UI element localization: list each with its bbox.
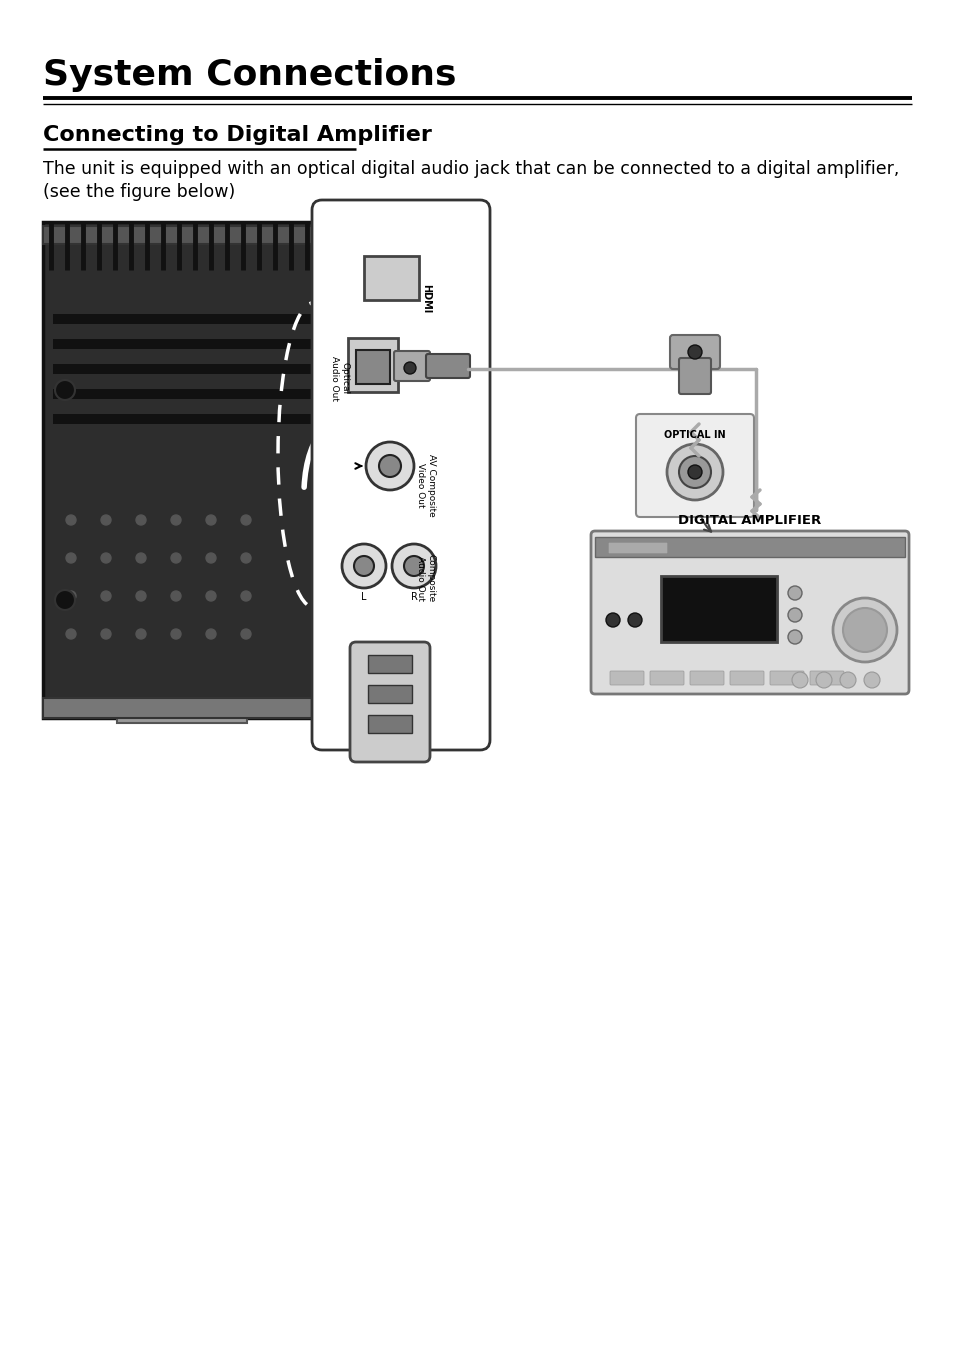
Text: Connecting to Digital Amplifier: Connecting to Digital Amplifier (43, 125, 432, 145)
FancyBboxPatch shape (368, 715, 412, 733)
Text: R: R (410, 591, 417, 602)
FancyBboxPatch shape (43, 698, 322, 718)
FancyBboxPatch shape (660, 577, 776, 643)
Circle shape (101, 515, 111, 525)
Circle shape (171, 554, 181, 563)
FancyBboxPatch shape (53, 389, 312, 399)
FancyArrowPatch shape (700, 516, 710, 532)
Circle shape (366, 442, 414, 490)
Circle shape (136, 515, 146, 525)
Circle shape (101, 629, 111, 638)
Circle shape (136, 591, 146, 601)
FancyBboxPatch shape (809, 671, 843, 686)
FancyBboxPatch shape (53, 414, 312, 424)
Circle shape (605, 613, 619, 626)
Circle shape (206, 554, 215, 563)
Text: Optical
Audio Out: Optical Audio Out (330, 356, 350, 401)
Circle shape (791, 672, 807, 688)
FancyBboxPatch shape (368, 686, 412, 703)
Circle shape (787, 630, 801, 644)
FancyBboxPatch shape (53, 314, 312, 325)
FancyBboxPatch shape (590, 531, 908, 694)
FancyArrowPatch shape (304, 387, 382, 488)
Circle shape (679, 457, 710, 488)
Circle shape (206, 515, 215, 525)
Circle shape (354, 556, 374, 577)
FancyBboxPatch shape (607, 541, 667, 554)
Text: The unit is equipped with an optical digital audio jack that can be connected to: The unit is equipped with an optical dig… (43, 160, 899, 178)
FancyBboxPatch shape (679, 358, 710, 395)
Text: (see the figure below): (see the figure below) (43, 183, 235, 201)
Circle shape (66, 591, 76, 601)
Text: OPTICAL IN: OPTICAL IN (663, 430, 725, 440)
Circle shape (206, 629, 215, 638)
FancyBboxPatch shape (368, 655, 412, 674)
Circle shape (241, 515, 251, 525)
Circle shape (842, 607, 886, 652)
Circle shape (66, 629, 76, 638)
Circle shape (241, 591, 251, 601)
Circle shape (55, 380, 75, 400)
Circle shape (403, 556, 423, 577)
Circle shape (136, 629, 146, 638)
Text: L: L (361, 591, 366, 602)
Circle shape (241, 554, 251, 563)
Circle shape (206, 591, 215, 601)
FancyBboxPatch shape (43, 222, 322, 718)
Circle shape (863, 672, 879, 688)
Circle shape (171, 515, 181, 525)
Circle shape (687, 345, 701, 360)
FancyBboxPatch shape (689, 671, 723, 686)
FancyBboxPatch shape (43, 226, 322, 244)
FancyBboxPatch shape (595, 537, 904, 558)
Circle shape (840, 672, 855, 688)
Circle shape (815, 672, 831, 688)
Circle shape (403, 362, 416, 374)
Circle shape (171, 591, 181, 601)
Circle shape (55, 590, 75, 610)
FancyBboxPatch shape (609, 671, 643, 686)
Circle shape (627, 613, 641, 626)
FancyBboxPatch shape (769, 671, 803, 686)
Text: DIGITAL AMPLIFIER: DIGITAL AMPLIFIER (678, 515, 821, 527)
Circle shape (392, 544, 436, 589)
FancyBboxPatch shape (649, 671, 683, 686)
FancyBboxPatch shape (394, 352, 430, 381)
FancyBboxPatch shape (426, 354, 470, 379)
FancyBboxPatch shape (53, 339, 312, 349)
Circle shape (666, 445, 722, 500)
FancyBboxPatch shape (348, 338, 397, 392)
FancyBboxPatch shape (364, 256, 418, 300)
Circle shape (687, 465, 701, 480)
Text: Composite
Audio Out: Composite Audio Out (416, 554, 436, 602)
Circle shape (341, 544, 386, 589)
Circle shape (171, 629, 181, 638)
Circle shape (241, 629, 251, 638)
Circle shape (101, 591, 111, 601)
Circle shape (101, 554, 111, 563)
FancyBboxPatch shape (350, 643, 430, 762)
Circle shape (787, 607, 801, 622)
Circle shape (378, 455, 400, 477)
FancyBboxPatch shape (729, 671, 763, 686)
FancyBboxPatch shape (312, 199, 490, 750)
Circle shape (136, 554, 146, 563)
Circle shape (66, 515, 76, 525)
Text: HDMI: HDMI (420, 284, 431, 314)
Text: AV Composite
Video Out: AV Composite Video Out (416, 454, 436, 517)
Circle shape (832, 598, 896, 661)
Text: System Connections: System Connections (43, 58, 456, 92)
FancyBboxPatch shape (53, 364, 312, 374)
FancyBboxPatch shape (636, 414, 753, 517)
FancyBboxPatch shape (355, 350, 390, 384)
FancyBboxPatch shape (117, 700, 247, 723)
Circle shape (787, 586, 801, 599)
FancyBboxPatch shape (669, 335, 720, 369)
Circle shape (66, 554, 76, 563)
